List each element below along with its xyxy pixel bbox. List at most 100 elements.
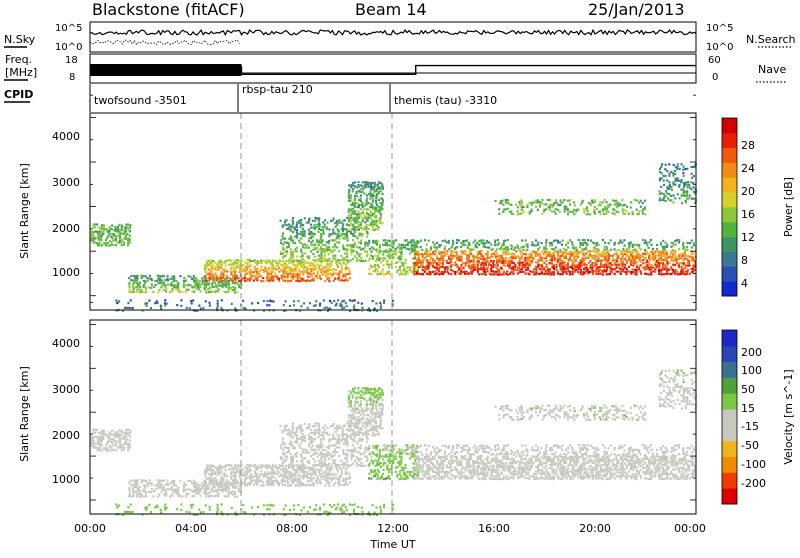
power-echo-cell: [336, 259, 338, 261]
power-echo-cell: [100, 226, 102, 228]
power-echo-cell: [129, 227, 131, 229]
power-echo-cell: [533, 244, 535, 246]
power-echo-cell: [654, 251, 656, 253]
velocity-echo-cell: [97, 436, 99, 438]
power-echo-cell: [369, 191, 371, 193]
velocity-echo-cell: [214, 466, 216, 468]
power-echo-cell: [95, 241, 97, 243]
power-echo-cell: [186, 307, 188, 309]
power-echo-cell: [551, 262, 553, 264]
power-echo-cell: [527, 255, 529, 257]
velocity-echo-cell: [234, 482, 236, 484]
velocity-echo-cell: [282, 448, 284, 450]
power-echo-cell: [377, 183, 379, 185]
power-echo-cell: [334, 258, 336, 260]
power-echo-cell: [609, 203, 611, 205]
power-echo-cell: [348, 230, 350, 232]
power-echo-cell: [646, 251, 648, 253]
power-echo-cell: [571, 259, 573, 261]
power-echo-cell: [692, 253, 694, 255]
power-echo-cell: [190, 276, 192, 278]
power-echo-cell: [354, 220, 356, 222]
power-echo-cell: [284, 221, 286, 223]
velocity-echo-cell: [155, 488, 157, 490]
power-echo-cell: [217, 302, 219, 304]
power-echo-cell: [302, 228, 304, 230]
power-echo-cell: [684, 271, 686, 273]
velocity-echo-cell: [299, 467, 301, 469]
power-echo-cell: [349, 271, 351, 273]
velocity-echo-cell: [360, 453, 362, 455]
velocity-echo-cell: [326, 446, 328, 448]
power-echo-cell: [649, 259, 651, 261]
velocity-echo-cell: [284, 453, 286, 455]
velocity-echo-cell: [175, 492, 177, 494]
velocity-echo-cell: [349, 481, 351, 483]
power-echo-cell: [684, 195, 686, 197]
velocity-echo-cell: [357, 442, 359, 444]
power-echo-cell: [332, 239, 334, 241]
power-echo-cell: [573, 264, 575, 266]
power-echo-cell: [468, 259, 470, 261]
power-echo-cell: [206, 273, 208, 275]
power-echo-cell: [521, 206, 523, 208]
power-echo-cell: [651, 264, 653, 266]
power-echo-cell: [452, 255, 454, 257]
velocity-echo-cell: [218, 489, 220, 491]
power-echo-cell: [415, 251, 417, 253]
power-echo-cell: [665, 242, 667, 244]
power-echo-cell: [434, 243, 436, 245]
power-echo-cell: [370, 193, 372, 195]
velocity-echo-cell: [340, 460, 342, 462]
power-echo-cell: [602, 201, 604, 203]
power-echo-cell: [606, 248, 608, 250]
velocity-echo-cell: [290, 466, 292, 468]
velocity-echo-cell: [134, 482, 136, 484]
power-echo-cell: [670, 266, 672, 268]
power-echo-cell: [606, 210, 608, 212]
velocity-echo-cell: [125, 436, 127, 438]
power-echo-cell: [545, 260, 547, 262]
power-echo-cell: [502, 251, 504, 253]
power-echo-cell: [345, 277, 347, 279]
velocity-echo-cell: [346, 436, 348, 438]
power-echo-cell: [427, 268, 429, 270]
power-echo-cell: [666, 262, 668, 264]
power-echo-cell: [304, 230, 306, 232]
velocity-echo-cell: [119, 445, 121, 447]
power-echo-cell: [224, 268, 226, 270]
power-echo-cell: [690, 166, 692, 168]
power-echo-cell: [295, 264, 297, 266]
velocity-echo-cell: [272, 464, 274, 466]
power-echo-cell: [234, 269, 236, 271]
velocity-echo-cell: [272, 466, 274, 468]
power-echo-cell: [497, 239, 499, 241]
power-echo-cell: [569, 203, 571, 205]
power-echo-cell: [375, 302, 377, 304]
power-echo-cell: [512, 271, 514, 273]
velocity-echo-cell: [175, 485, 177, 487]
power-echo-cell: [370, 188, 372, 190]
power-echo-cell: [413, 241, 415, 243]
power-echo-cell: [217, 291, 219, 293]
velocity-echo-cell: [223, 479, 225, 481]
freq-label-line1: Freq.: [5, 53, 32, 66]
power-echo-cell: [563, 248, 565, 250]
velocity-echo-cell: [266, 465, 268, 467]
power-echo-cell: [661, 177, 663, 179]
power-echo-cell: [98, 227, 100, 229]
power-echo-cell: [481, 262, 483, 264]
power-echo-cell: [456, 266, 458, 268]
power-echo-cell: [617, 255, 619, 257]
velocity-echo-cell: [342, 480, 344, 482]
power-echo-cell: [485, 273, 487, 275]
power-echo-cell: [409, 269, 411, 271]
power-echo-cell: [482, 257, 484, 259]
power-echo-cell: [286, 242, 288, 244]
power-echo-cell: [318, 265, 320, 267]
power-echo-cell: [402, 264, 404, 266]
power-echo-cell: [342, 226, 344, 228]
velocity-echo-cell: [302, 429, 304, 431]
power-echo-cell: [620, 253, 622, 255]
power-echo-cell: [517, 210, 519, 212]
